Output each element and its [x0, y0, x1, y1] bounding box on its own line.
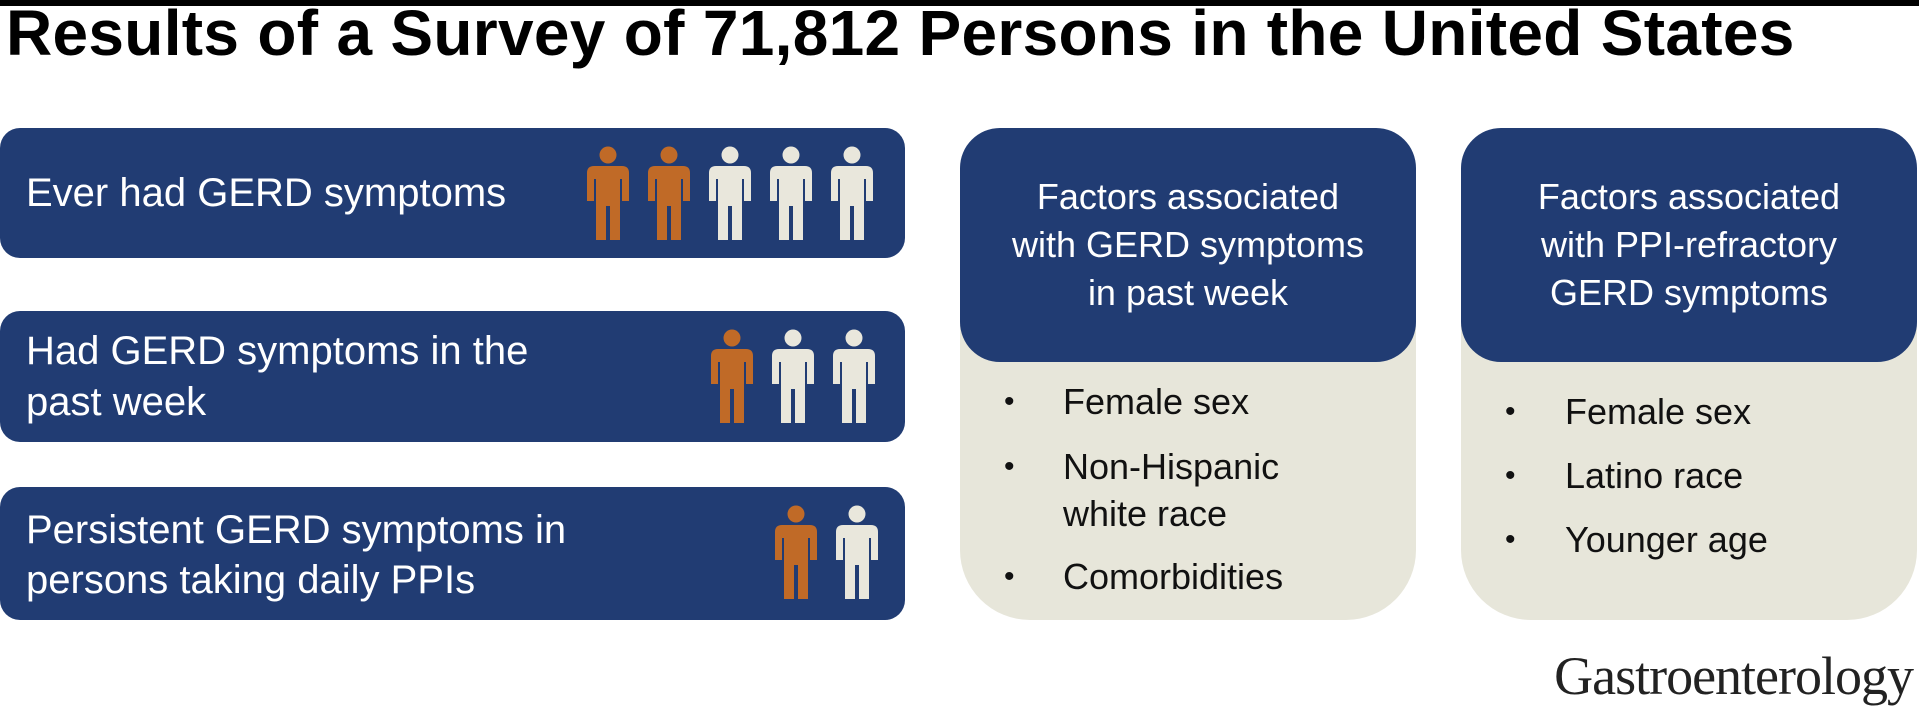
stat-label: Ever had GERD symptoms	[26, 171, 507, 215]
bullet: •	[1004, 560, 1015, 593]
bullet: •	[1505, 523, 1516, 556]
person-icon	[648, 146, 690, 240]
factor-item-text-line-2: white race	[1063, 493, 1228, 534]
person-icon	[833, 329, 875, 423]
person-icon	[772, 329, 814, 423]
people-row	[586, 146, 874, 240]
stat-label-line-2: persons taking daily PPIs	[26, 558, 476, 602]
person-icon	[587, 146, 629, 240]
bullet: •	[1505, 395, 1516, 428]
stat-label-line-1: Persistent GERD symptoms in	[26, 508, 567, 552]
journal-logo: Gastroenterology	[1554, 646, 1914, 706]
people-row	[774, 505, 879, 599]
person-icon	[831, 146, 873, 240]
factor-item-text: Latino race	[1565, 455, 1744, 496]
person-icon	[709, 146, 751, 240]
factor-card-past-week: Factors associated with GERD symptoms in…	[960, 128, 1416, 620]
person-icon	[711, 329, 753, 423]
factor-item-text: Female sex	[1063, 381, 1250, 422]
stat-box-persistent: Persistent GERD symptoms in persons taki…	[0, 487, 905, 620]
factor-card-heading: Factors associated with PPI-refractory G…	[1461, 128, 1917, 362]
factor-heading-line: with GERD symptoms	[1011, 224, 1365, 265]
factor-heading-line: with PPI-refractory	[1540, 224, 1838, 265]
stat-box-ever: Ever had GERD symptoms	[0, 128, 905, 258]
factor-heading-line: Factors associated	[1036, 176, 1340, 217]
stat-label-line-2: past week	[26, 380, 207, 424]
factor-heading-line: Factors associated	[1537, 176, 1841, 217]
person-icon	[770, 146, 812, 240]
factor-item-text: Female sex	[1565, 391, 1752, 432]
factor-card-ppi-refractory: Factors associated with PPI-refractory G…	[1461, 128, 1917, 620]
person-icon	[836, 505, 878, 599]
person-icon	[775, 505, 817, 599]
page-title: Results of a Survey of 71,812 Persons in…	[6, 0, 1795, 69]
top-rule	[0, 0, 1919, 6]
factor-item-text: Comorbidities	[1063, 556, 1284, 597]
bullet: •	[1004, 450, 1015, 483]
factor-heading-line: GERD symptoms	[1549, 272, 1829, 313]
bullet: •	[1004, 385, 1015, 418]
stat-label-line-1: Had GERD symptoms in the	[26, 329, 529, 373]
factor-card-heading: Factors associated with GERD symptoms in…	[960, 128, 1416, 362]
bullet: •	[1505, 459, 1516, 492]
factor-item-text: Younger age	[1565, 519, 1768, 560]
stat-box-past-week: Had GERD symptoms in the past week	[0, 311, 905, 442]
factor-item-text-line-1: Non-Hispanic	[1063, 446, 1280, 487]
people-row	[710, 329, 876, 423]
factor-heading-line: in past week	[1087, 272, 1289, 313]
